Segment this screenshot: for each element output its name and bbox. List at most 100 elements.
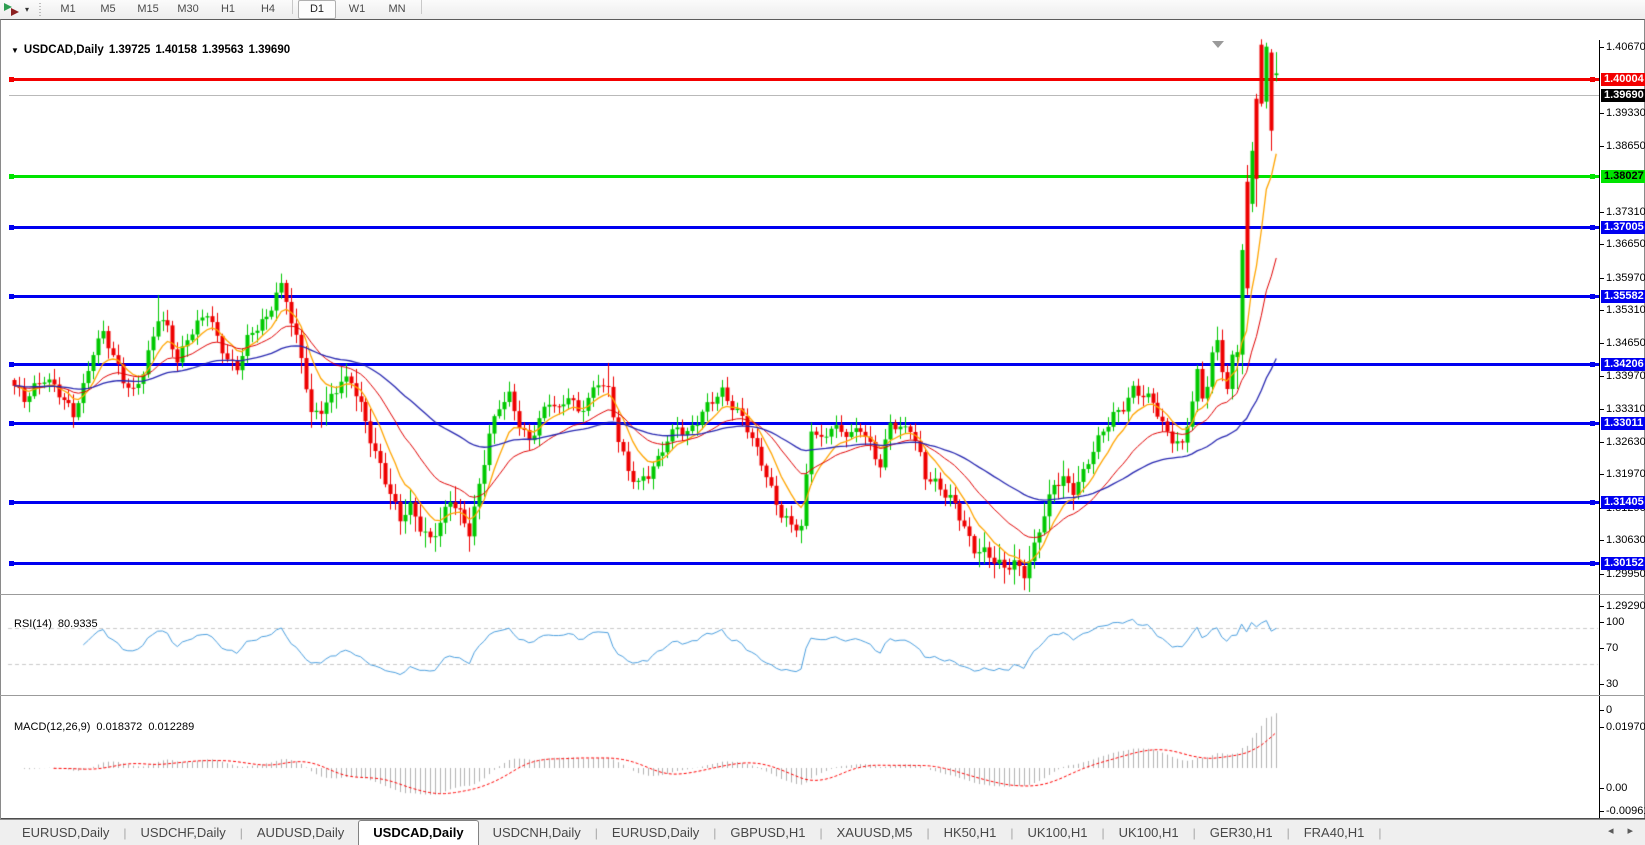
charts-toolbar-icon[interactable]: [3, 2, 23, 18]
rsi-tick: [1599, 683, 1604, 685]
price-badge-1.40004: 1.40004: [1601, 73, 1645, 87]
hline-left-handle[interactable]: [9, 499, 14, 505]
price-tick-label: 1.37310: [1606, 206, 1645, 219]
tab-eurusd-daily[interactable]: EURUSD,Daily: [22, 825, 110, 840]
rsi-tick-label: 100: [1606, 616, 1625, 628]
price-tick-label: 1.40670: [1606, 41, 1645, 53]
timeframe-button-m1[interactable]: M1: [60, 3, 76, 15]
price-tick: [1599, 244, 1604, 246]
tab-uk100-h1[interactable]: UK100,H1: [1027, 825, 1088, 840]
hline-1.31405[interactable]: [9, 499, 1599, 505]
hline-right-handle[interactable]: [1590, 294, 1595, 300]
hline-right-handle[interactable]: [1590, 561, 1595, 567]
toolbar-grip[interactable]: [38, 3, 44, 16]
tab-usdchf-daily[interactable]: USDCHF,Daily: [140, 825, 226, 840]
ohlc-close: 1.39690: [248, 44, 291, 56]
timeframe-button-m5[interactable]: M5: [100, 3, 116, 15]
hline-left-handle[interactable]: [9, 294, 14, 300]
hline-right-handle[interactable]: [1590, 224, 1595, 230]
timeframe-button-m30[interactable]: M30: [177, 3, 199, 15]
rsi-tick: [1599, 710, 1604, 711]
hline-1.34206[interactable]: [9, 362, 1599, 368]
tab-hk50-h1[interactable]: HK50,H1: [943, 825, 997, 840]
macd-tick: [1599, 788, 1604, 789]
hline-1.33011[interactable]: [9, 420, 1599, 426]
macd-tick-label: 0.019705: [1606, 721, 1645, 733]
price-tick-label: 1.36650: [1606, 238, 1645, 251]
rsi-tick: [1599, 622, 1604, 623]
timeframe-button-m15[interactable]: M15: [137, 3, 159, 15]
candlestick-mini-icon: [4, 3, 19, 16]
chart-window[interactable]: ▼ USDCAD,Daily 1.39725 1.40158 1.39563 1…: [0, 19, 1645, 840]
tab-audusd-daily[interactable]: AUDUSD,Daily: [256, 825, 345, 840]
macd-tick: [1599, 727, 1604, 728]
tab-scroll-arrows: ◂ ▸: [1608, 824, 1633, 837]
chart-menu-arrow-icon[interactable]: ▼: [11, 45, 19, 55]
hline-left-handle[interactable]: [9, 362, 14, 368]
tab-eurusd-daily[interactable]: EURUSD,Daily: [611, 825, 700, 840]
hline-left-handle[interactable]: [9, 224, 14, 230]
timeframe-buttons: M1 M5 M15 M30 H1 H4 D1 W1 MN: [48, 0, 426, 19]
price-badge-1.31405: 1.31405: [1601, 495, 1645, 509]
panel-splitter[interactable]: [0, 594, 1645, 595]
rsi-indicator-label: RSI(14) 80.9335: [14, 618, 98, 630]
price-tick: [1599, 474, 1604, 476]
hline-1.37005[interactable]: [9, 224, 1599, 230]
hline-left-handle[interactable]: [9, 420, 14, 426]
tab-usdcnh-daily[interactable]: USDCNH,Daily: [492, 825, 581, 840]
tab-fra40-h1[interactable]: FRA40,H1: [1303, 825, 1365, 840]
timeframe-button-h4[interactable]: H4: [260, 3, 276, 15]
panel-splitter[interactable]: [0, 695, 1645, 696]
hline-1.35582[interactable]: [9, 294, 1599, 300]
price-tick: [1599, 112, 1604, 114]
timeframe-toolbar: ▾ M1 M5 M15 M30 H1 H4 D1 W1 MN: [0, 0, 1645, 20]
tab-ger30-h1[interactable]: GER30,H1: [1209, 825, 1273, 840]
tab-xauusd-m5[interactable]: XAUUSD,M5: [836, 825, 913, 840]
hline-left-handle[interactable]: [9, 77, 14, 83]
chart-tab-bar: EURUSD,Daily | USDCHF,Daily | AUDUSD,Daily US…: [0, 819, 1645, 845]
rsi-value: 80.9335: [57, 618, 98, 630]
hline-right-handle[interactable]: [1590, 174, 1595, 180]
tab-usdcad-daily[interactable]: USDCAD,Daily: [358, 820, 479, 845]
price-tick: [1599, 47, 1604, 48]
hline-1.38027[interactable]: [9, 174, 1599, 180]
rsi-tick-label: 30: [1606, 677, 1619, 690]
hline-left-handle[interactable]: [9, 174, 14, 180]
hline-right-handle[interactable]: [1590, 77, 1595, 83]
price-badge-1.35582: 1.35582: [1601, 290, 1645, 304]
chart-title: ▼ USDCAD,Daily 1.39725 1.40158 1.39563 1…: [11, 43, 290, 57]
timeframe-button-w1[interactable]: W1: [348, 3, 366, 15]
price-badge-1.30152: 1.30152: [1601, 557, 1645, 571]
price-axis-line: [1599, 40, 1600, 818]
tab-gbpusd-h1[interactable]: GBPUSD,H1: [730, 825, 806, 840]
rsi-name: RSI(14): [14, 618, 52, 630]
tab-scroll-left-icon[interactable]: ◂: [1607, 825, 1614, 837]
price-badge-1.37005: 1.37005: [1601, 220, 1645, 234]
hline-1.40004[interactable]: [9, 77, 1599, 83]
macd-signal-value: 0.012289: [148, 721, 195, 733]
hline-1.30152[interactable]: [9, 561, 1599, 567]
chart-symbol-label: USDCAD,Daily: [23, 44, 104, 56]
price-tick-label: 1.35970: [1606, 271, 1645, 284]
chart-shift-marker-icon[interactable]: [1212, 41, 1224, 48]
macd-tick-label: 0.00: [1606, 782, 1628, 794]
tab-uk100-h1[interactable]: UK100,H1: [1118, 825, 1179, 840]
toolbar-dropdown-icon[interactable]: ▾: [25, 5, 30, 14]
hline-right-handle[interactable]: [1590, 420, 1595, 426]
hline-left-handle[interactable]: [9, 561, 14, 567]
rsi-tick-label: 0: [1606, 704, 1613, 716]
price-badge-1.38027: 1.38027: [1601, 170, 1645, 184]
tab-scroll-right-icon[interactable]: ▸: [1627, 825, 1633, 837]
timeframe-button-mn[interactable]: MN: [388, 3, 406, 15]
ohlc-open: 1.39725: [108, 44, 151, 56]
macd-indicator-label: MACD(12,26,9) 0.018372 0.012289: [14, 721, 194, 733]
price-tick-label: 1.33310: [1606, 402, 1645, 415]
price-tick-label: 1.34650: [1606, 336, 1645, 349]
timeframe-button-h1[interactable]: H1: [220, 3, 236, 15]
hline-right-handle[interactable]: [1590, 362, 1595, 368]
timeframe-button-d1[interactable]: D1: [298, 0, 337, 19]
price-tick: [1599, 376, 1604, 378]
macd-value: 0.018372: [96, 721, 143, 733]
hline-right-handle[interactable]: [1590, 499, 1595, 505]
